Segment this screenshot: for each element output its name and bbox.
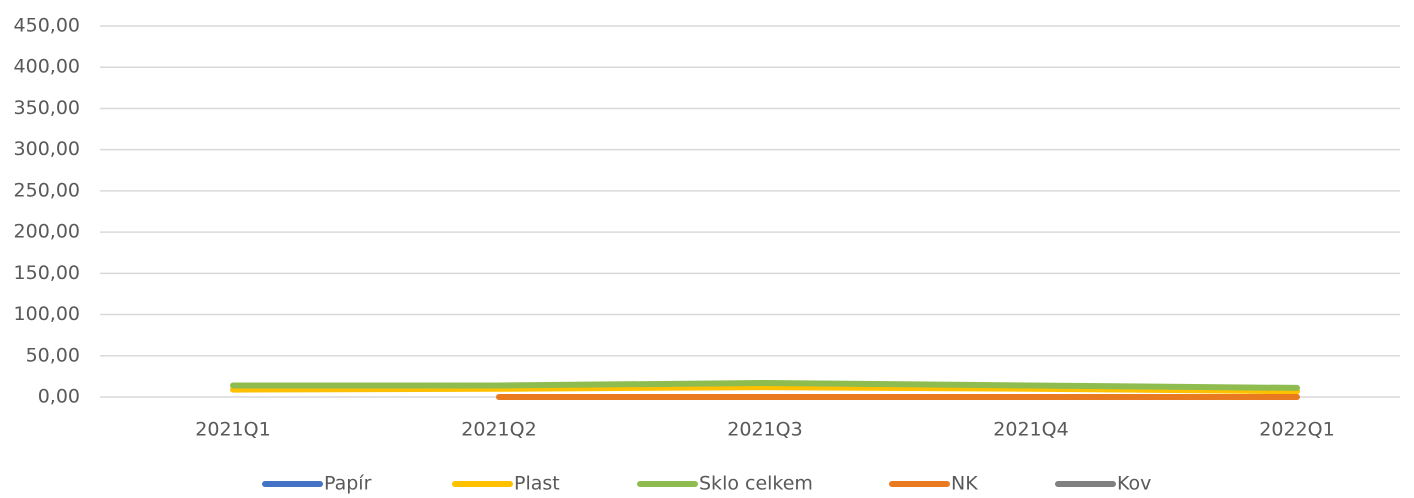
series-line — [230, 384, 1300, 395]
y-tick-label: 250,00 — [14, 179, 80, 201]
x-tick-label: 2021Q1 — [195, 419, 270, 441]
series-line — [230, 379, 1300, 391]
y-tick-label: 0,00 — [38, 386, 80, 408]
legend-label: Kov — [1117, 473, 1151, 495]
y-tick-label: 300,00 — [14, 138, 80, 160]
legend-label: Plast — [514, 473, 560, 495]
y-tick-label: 50,00 — [26, 344, 80, 366]
y-tick-label: 150,00 — [14, 262, 80, 284]
y-tick-label: 100,00 — [14, 303, 80, 325]
x-tick-label: 2022Q1 — [1259, 419, 1334, 441]
y-tick-label: 400,00 — [14, 56, 80, 78]
legend-label: Papír — [324, 473, 372, 495]
y-tick-label: 350,00 — [14, 97, 80, 119]
legend-label: NK — [951, 473, 978, 495]
x-tick-label: 2021Q3 — [727, 419, 802, 441]
y-tick-label: 450,00 — [14, 15, 80, 37]
x-tick-label: 2021Q4 — [993, 419, 1068, 441]
y-tick-label: 200,00 — [14, 221, 80, 243]
legend-label: Sklo celkem — [699, 473, 813, 495]
x-tick-label: 2021Q2 — [461, 419, 536, 441]
